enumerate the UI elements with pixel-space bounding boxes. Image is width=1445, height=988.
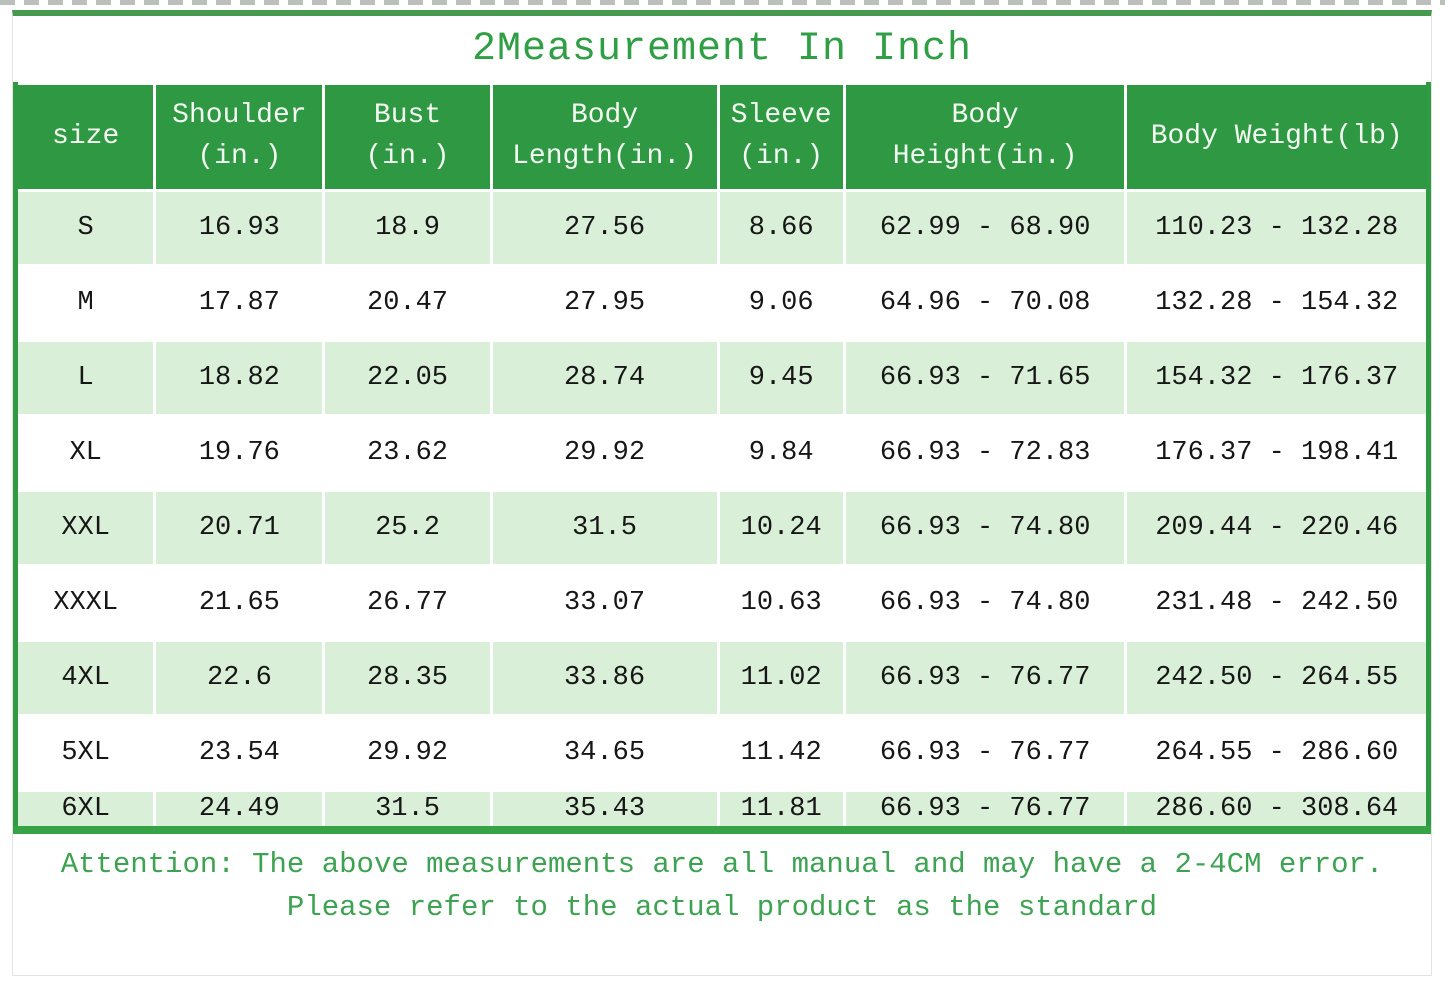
table-row: 4XL 22.6 28.35 33.86 11.02 66.93 - 76.77 242.5…	[13, 639, 1430, 717]
value-cell: 10.24	[716, 489, 846, 567]
table-row: XXL 20.71 25.2 31.5 10.24 66.93 - 74.80 209.44…	[13, 489, 1430, 567]
value-cell: 19.76	[153, 414, 326, 492]
value-cell: 62.99 - 68.90	[842, 189, 1128, 267]
value-cell: 20.71	[153, 489, 326, 567]
value-cell: 26.77	[322, 564, 493, 642]
column-header-size: size	[13, 82, 157, 192]
value-cell: 28.35	[322, 639, 493, 717]
value-cell: 66.93 - 76.77	[842, 639, 1128, 717]
size-cell: M	[13, 264, 157, 342]
value-cell: 25.2	[322, 489, 493, 567]
value-cell: 23.62	[322, 414, 493, 492]
size-cell: 6XL	[13, 789, 157, 832]
value-cell: 11.02	[716, 639, 846, 717]
value-cell: 28.74	[489, 339, 720, 417]
size-cell: XXXL	[13, 564, 157, 642]
table-row: S 16.93 18.9 27.56 8.66 62.99 - 68.90 110.23 -…	[13, 189, 1430, 267]
value-cell: 286.60 - 308.64	[1124, 789, 1430, 832]
column-header-bust: Bust (in.)	[322, 82, 493, 192]
value-cell: 29.92	[322, 714, 493, 792]
value-cell: 11.42	[716, 714, 846, 792]
value-cell: 66.93 - 76.77	[842, 714, 1128, 792]
value-cell: 33.07	[489, 564, 720, 642]
value-cell: 66.93 - 76.77	[842, 789, 1128, 832]
value-cell: 66.93 - 72.83	[842, 414, 1128, 492]
value-cell: 242.50 - 264.55	[1124, 639, 1430, 717]
value-cell: 21.65	[153, 564, 326, 642]
value-cell: 24.49	[153, 789, 326, 832]
value-cell: 11.81	[716, 789, 846, 832]
value-cell: 9.84	[716, 414, 846, 492]
value-cell: 35.43	[489, 789, 720, 832]
value-cell: 29.92	[489, 414, 720, 492]
value-cell: 10.63	[716, 564, 846, 642]
title-row: 2Measurement In Inch	[13, 16, 1431, 82]
value-cell: 154.32 - 176.37	[1124, 339, 1430, 417]
value-cell: 22.6	[153, 639, 326, 717]
attention-line-1: Attention: The above measurements are al…	[60, 848, 1384, 881]
value-cell: 64.96 - 70.08	[842, 264, 1128, 342]
value-cell: 18.9	[322, 189, 493, 267]
column-header-body-weight: Body Weight(lb)	[1124, 82, 1430, 192]
value-cell: 8.66	[716, 189, 846, 267]
table-row: XL 19.76 23.62 29.92 9.84 66.93 - 72.83 176.37…	[13, 414, 1430, 492]
value-cell: 110.23 - 132.28	[1124, 189, 1430, 267]
size-table: size Shoulder (in.) Bust (in.) Body Leng…	[13, 82, 1431, 834]
value-cell: 31.5	[322, 789, 493, 832]
value-cell: 34.65	[489, 714, 720, 792]
value-cell: 231.48 - 242.50	[1124, 564, 1430, 642]
value-cell: 18.82	[153, 339, 326, 417]
size-chart-sheet: 2Measurement In Inch size Shoulder (in.)…	[12, 10, 1432, 976]
size-cell: S	[13, 189, 157, 267]
size-cell: 4XL	[13, 639, 157, 717]
value-cell: 16.93	[153, 189, 326, 267]
header-row: size Shoulder (in.) Bust (in.) Body Leng…	[13, 82, 1430, 192]
table-row: XXXL 21.65 26.77 33.07 10.63 66.93 - 74.80 231…	[13, 564, 1430, 642]
table-row: L 18.82 22.05 28.74 9.45 66.93 - 71.65 154.32 …	[13, 339, 1430, 417]
value-cell: 176.37 - 198.41	[1124, 414, 1430, 492]
size-cell: L	[13, 339, 157, 417]
value-cell: 264.55 - 286.60	[1124, 714, 1430, 792]
column-header-shoulder: Shoulder (in.)	[153, 82, 326, 192]
value-cell: 27.95	[489, 264, 720, 342]
value-cell: 132.28 - 154.32	[1124, 264, 1430, 342]
value-cell: 33.86	[489, 639, 720, 717]
top-edge-artifact	[0, 0, 1445, 5]
size-table-body: S 16.93 18.9 27.56 8.66 62.99 - 68.90 110.23 -…	[13, 189, 1430, 832]
column-header-sleeve: Sleeve (in.)	[716, 82, 846, 192]
value-cell: 9.45	[716, 339, 846, 417]
value-cell: 66.93 - 71.65	[842, 339, 1128, 417]
column-header-body-length: Body Length(in.)	[489, 82, 720, 192]
table-header: size Shoulder (in.) Bust (in.) Body Leng…	[13, 82, 1430, 192]
value-cell: 23.54	[153, 714, 326, 792]
attention-line-2: Please refer to the actual product as th…	[286, 890, 1158, 924]
attention-note: Attention: The above measurements are al…	[13, 834, 1431, 930]
size-cell: 5XL	[13, 714, 157, 792]
value-cell: 66.93 - 74.80	[842, 489, 1128, 567]
value-cell: 66.93 - 74.80	[842, 564, 1128, 642]
value-cell: 20.47	[322, 264, 493, 342]
column-header-body-height: Body Height(in.)	[842, 82, 1128, 192]
table-row: M 17.87 20.47 27.95 9.06 64.96 - 70.08 132.28 …	[13, 264, 1430, 342]
table-row: 5XL 23.54 29.92 34.65 11.42 66.93 - 76.77 264.…	[13, 714, 1430, 792]
table-row: 6XL 24.49 31.5 35.43 11.81 66.93 - 76.77 286.6…	[13, 789, 1430, 832]
value-cell: 209.44 - 220.46	[1124, 489, 1430, 567]
value-cell: 9.06	[716, 264, 846, 342]
value-cell: 27.56	[489, 189, 720, 267]
value-cell: 31.5	[489, 489, 720, 567]
size-cell: XL	[13, 414, 157, 492]
value-cell: 17.87	[153, 264, 326, 342]
page-title: 2Measurement In Inch	[471, 26, 973, 72]
value-cell: 22.05	[322, 339, 493, 417]
size-cell: XXL	[13, 489, 157, 567]
